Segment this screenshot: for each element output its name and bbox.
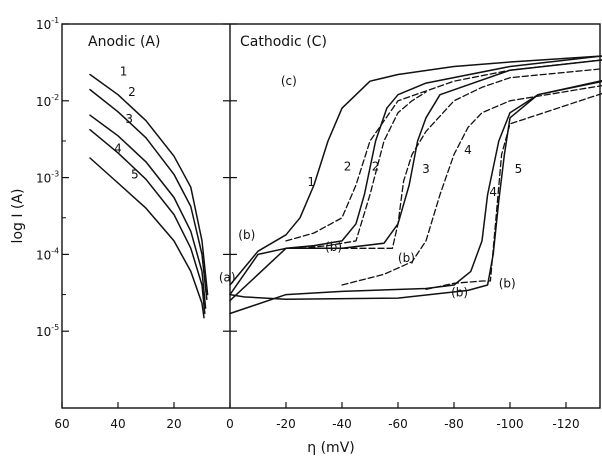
x-tick-label: -100: [496, 417, 523, 431]
y-tick-label: 10-3: [36, 170, 59, 186]
curve-anodic-5-solid: [89, 157, 205, 319]
plot-frame: [61, 23, 601, 409]
y-tick-exponent: -4: [51, 246, 59, 255]
y-tick-exponent: -1: [51, 16, 59, 25]
curve-anodic-3-solid: [89, 114, 207, 309]
curve-anodic-1-solid: [89, 73, 209, 296]
curve-cathodic-1-dashed: [285, 59, 602, 242]
annotation-b: (b): [499, 276, 516, 290]
x-tick-label: 20: [166, 417, 181, 431]
x-tick-label: -120: [552, 417, 579, 431]
annotation-1: 1: [307, 175, 315, 189]
y-tick-label: 10-4: [36, 246, 59, 262]
curve-anodic-2-solid: [89, 88, 208, 301]
y-axis-title: log I (A): [10, 189, 26, 244]
y-tick-exponent: -2: [51, 93, 59, 102]
x-tick-label: -60: [388, 417, 408, 431]
region-label-anodic: Anodic (A): [88, 34, 160, 50]
annotation-3: 3: [422, 162, 430, 176]
curve-cathodic-3-solid: [229, 59, 602, 302]
curve-cathodic-5-solid: [229, 80, 602, 301]
annotation-b: (b): [238, 228, 255, 242]
annotation-5: 5: [515, 162, 523, 176]
annotation-2: 2: [372, 159, 380, 173]
annotation-2: 2: [344, 159, 352, 173]
y-tick-label: 10-5: [36, 323, 59, 339]
annotation-4: 4: [114, 141, 122, 155]
curve-cathodic-1-solid: [229, 55, 602, 286]
x-tick-label: -20: [276, 417, 296, 431]
x-tick-label: 40: [110, 417, 125, 431]
curve-cathodic-4-solid: [229, 79, 602, 315]
curve-anodic-4-solid: [89, 128, 206, 315]
y-tick-label: 10-2: [36, 93, 59, 109]
annotation-c: (c): [281, 74, 297, 88]
curves-layer: [89, 55, 602, 319]
curve-cathodic-5-dashed: [425, 92, 602, 291]
curve-cathodic-2-dashed: [299, 91, 427, 249]
annotation-1: 1: [120, 65, 128, 79]
y-tick-exponent: -3: [51, 170, 59, 179]
annotation-5: 5: [131, 167, 139, 181]
annotation-b: (b): [451, 285, 468, 299]
region-label-cathodic: Cathodic (C): [240, 34, 327, 50]
x-tick-label: 60: [54, 417, 69, 431]
annotation-b: (b): [325, 240, 342, 254]
annotation-3: 3: [125, 112, 133, 126]
y-tick-label: 10-1: [36, 16, 59, 32]
x-axis-title: η (mV): [307, 440, 354, 456]
annotation-b: (b): [398, 251, 415, 265]
y-tick-exponent: -5: [51, 323, 59, 332]
annotation-a: (a): [219, 271, 236, 285]
annotation-2: 2: [128, 85, 136, 99]
curve-cathodic-3-dashed: [341, 68, 602, 249]
x-tick-label: -80: [444, 417, 464, 431]
curve-cathodic-4-dashed: [341, 84, 602, 286]
annotation-4: 4: [489, 185, 497, 199]
annotation-4: 4: [464, 143, 472, 157]
x-tick-label: 0: [226, 417, 234, 431]
x-tick-label: -40: [332, 417, 352, 431]
